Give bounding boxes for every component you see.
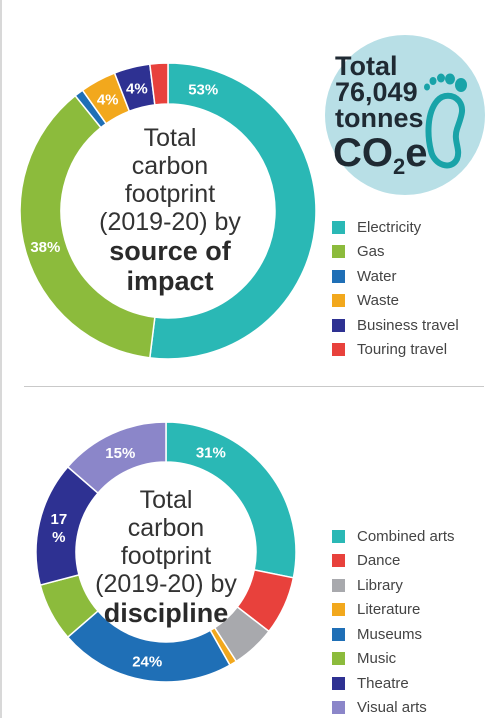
legend-item-library: Library	[332, 573, 455, 598]
legend-label: Theatre	[357, 675, 409, 692]
chart2-title-line1: Total	[86, 486, 246, 514]
legend-swatch	[332, 530, 345, 543]
legend-item-visual-arts: Visual arts	[332, 696, 455, 720]
data-label-museums: 24%	[132, 653, 162, 670]
legend-item-dance: Dance	[332, 549, 455, 574]
data-label-visual-arts: 15%	[105, 445, 135, 462]
legend-swatch	[332, 628, 345, 641]
data-label-theatre: 17%	[51, 511, 68, 546]
legend-label: Museums	[357, 626, 422, 643]
chart2-title-line3: footprint	[86, 542, 246, 570]
legend-item-combined-arts: Combined arts	[332, 524, 455, 549]
legend-item-museums: Museums	[332, 622, 455, 647]
legend-swatch	[332, 603, 345, 616]
chart2-title-line2: carbon	[86, 514, 246, 542]
chart2-title-line4: (2019-20) by	[86, 570, 246, 598]
legend-label: Dance	[357, 552, 400, 569]
legend-label: Literature	[357, 601, 420, 618]
legend-item-theatre: Theatre	[332, 671, 455, 696]
legend-item-literature: Literature	[332, 598, 455, 623]
legend-swatch	[332, 579, 345, 592]
data-label-combined-arts: 31%	[196, 445, 226, 462]
legend-label: Combined arts	[357, 528, 455, 545]
legend-swatch	[332, 677, 345, 690]
legend-label: Library	[357, 577, 403, 594]
chart2-center-title: Total carbon footprint (2019-20) by disc…	[86, 486, 246, 628]
legend-label: Music	[357, 650, 396, 667]
legend-swatch	[332, 701, 345, 714]
legend-label: Visual arts	[357, 699, 427, 716]
legend-discipline: Combined arts Dance Library Literature Museu…	[332, 524, 455, 720]
chart2-title-bold1: discipline	[86, 598, 246, 628]
legend-swatch	[332, 652, 345, 665]
legend-item-music: Music	[332, 647, 455, 672]
legend-swatch	[332, 554, 345, 567]
